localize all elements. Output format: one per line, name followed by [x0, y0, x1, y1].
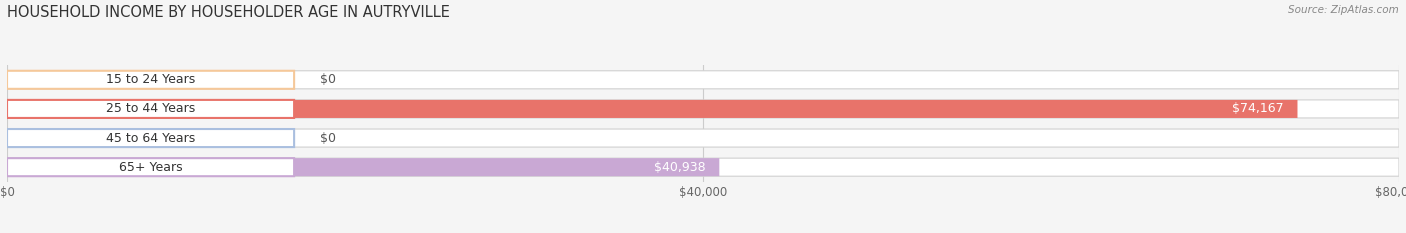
FancyBboxPatch shape — [7, 158, 720, 176]
FancyBboxPatch shape — [7, 71, 1399, 89]
FancyBboxPatch shape — [7, 71, 294, 89]
Text: 45 to 64 Years: 45 to 64 Years — [105, 132, 195, 144]
FancyBboxPatch shape — [7, 158, 1399, 176]
Text: $0: $0 — [321, 73, 336, 86]
Text: HOUSEHOLD INCOME BY HOUSEHOLDER AGE IN AUTRYVILLE: HOUSEHOLD INCOME BY HOUSEHOLDER AGE IN A… — [7, 5, 450, 20]
Text: 25 to 44 Years: 25 to 44 Years — [105, 103, 195, 115]
FancyBboxPatch shape — [7, 129, 294, 147]
FancyBboxPatch shape — [7, 100, 1298, 118]
FancyBboxPatch shape — [7, 129, 1399, 147]
Text: 15 to 24 Years: 15 to 24 Years — [105, 73, 195, 86]
FancyBboxPatch shape — [7, 158, 294, 176]
Text: $0: $0 — [321, 132, 336, 144]
FancyBboxPatch shape — [7, 100, 294, 118]
Text: Source: ZipAtlas.com: Source: ZipAtlas.com — [1288, 5, 1399, 15]
Text: $74,167: $74,167 — [1232, 103, 1284, 115]
Text: 65+ Years: 65+ Years — [118, 161, 183, 174]
FancyBboxPatch shape — [7, 100, 1399, 118]
Text: $40,938: $40,938 — [654, 161, 706, 174]
